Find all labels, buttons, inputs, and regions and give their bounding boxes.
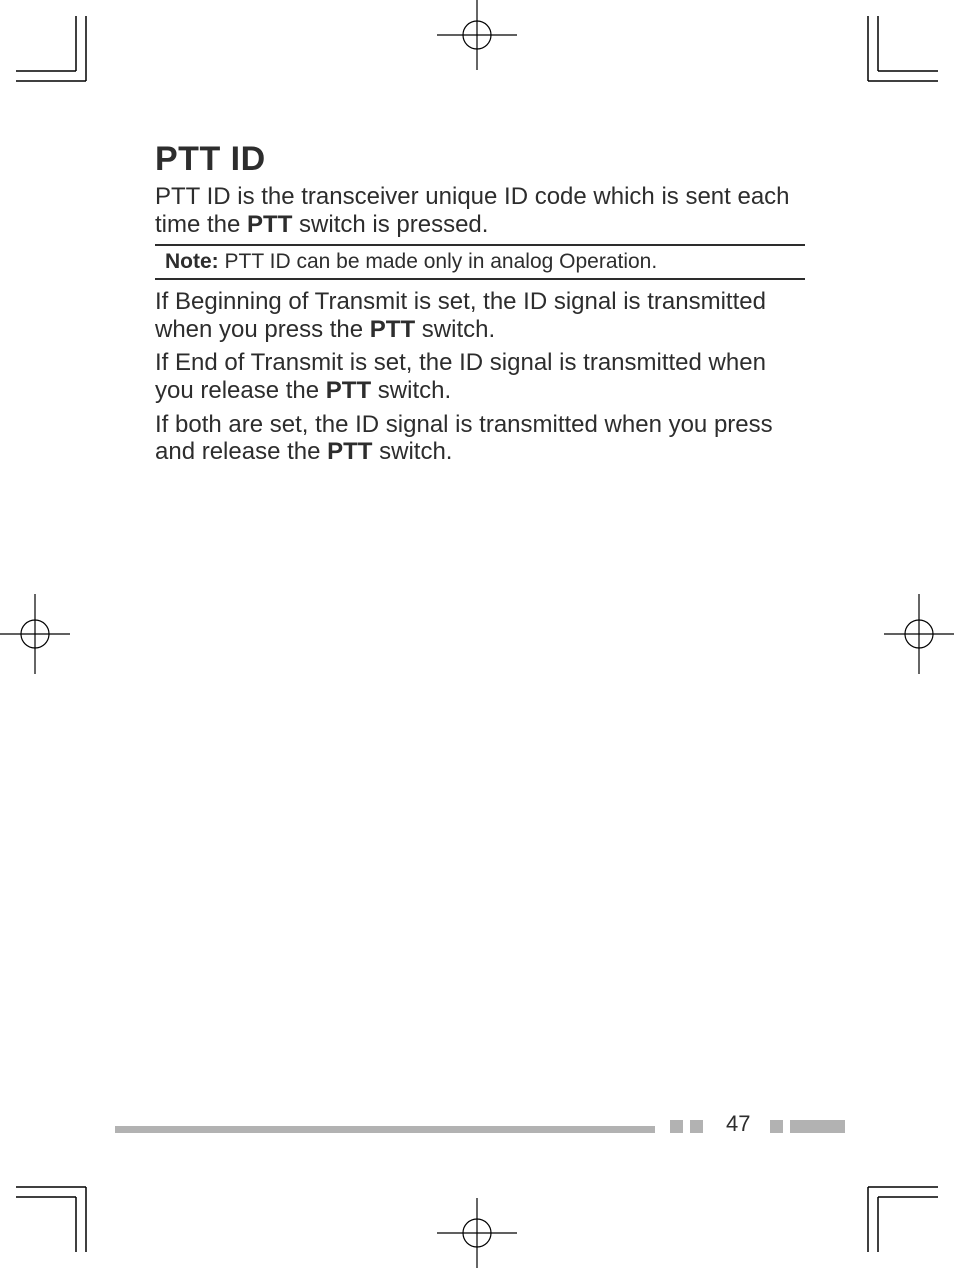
footer-bar-long [115, 1126, 655, 1133]
p2-bold: PTT [326, 377, 371, 404]
footer-bar-short [790, 1120, 845, 1133]
cropmark-bottom-right [858, 1172, 938, 1252]
footer-square-1 [670, 1120, 683, 1133]
paragraph-1: If Beginning of Transmit is set, the ID … [155, 288, 805, 343]
intro-post: switch is pressed. [292, 211, 488, 238]
regmark-mid-right [884, 594, 954, 674]
p2-post: switch. [371, 377, 451, 404]
p3-post: switch. [372, 438, 452, 465]
note-box: Note: PTT ID can be made only in analog … [155, 244, 805, 280]
content-area: PTT ID PTT ID is the transceiver unique … [155, 140, 805, 472]
p1-post: switch. [415, 316, 495, 343]
paragraph-2: If End of Transmit is set, the ID signal… [155, 349, 805, 404]
p2-pre: If End of Transmit is set, the ID signal… [155, 349, 766, 404]
p1-bold: PTT [370, 316, 415, 343]
cropmark-top-left [16, 16, 96, 96]
intro-paragraph: PTT ID is the transceiver unique ID code… [155, 183, 805, 238]
footer-square-3 [770, 1120, 783, 1133]
note-text: Note: PTT ID can be made only in analog … [165, 250, 657, 273]
regmark-top-center [437, 0, 517, 70]
regmark-mid-left [0, 594, 70, 674]
page: PTT ID PTT ID is the transceiver unique … [0, 0, 954, 1268]
section-heading: PTT ID [155, 140, 805, 179]
page-footer: 47 [150, 1113, 804, 1133]
footer-square-2 [690, 1120, 703, 1133]
regmark-bottom-center [437, 1198, 517, 1268]
cropmark-top-right [858, 16, 938, 96]
cropmark-bottom-left [16, 1172, 96, 1252]
note-label: Note: [165, 250, 219, 273]
p3-bold: PTT [327, 438, 372, 465]
paragraph-3: If both are set, the ID signal is transm… [155, 411, 805, 466]
p3-pre: If both are set, the ID signal is transm… [155, 411, 773, 466]
note-body: PTT ID can be made only in analog Operat… [219, 250, 658, 273]
page-number: 47 [726, 1111, 750, 1137]
intro-bold: PTT [247, 211, 292, 238]
